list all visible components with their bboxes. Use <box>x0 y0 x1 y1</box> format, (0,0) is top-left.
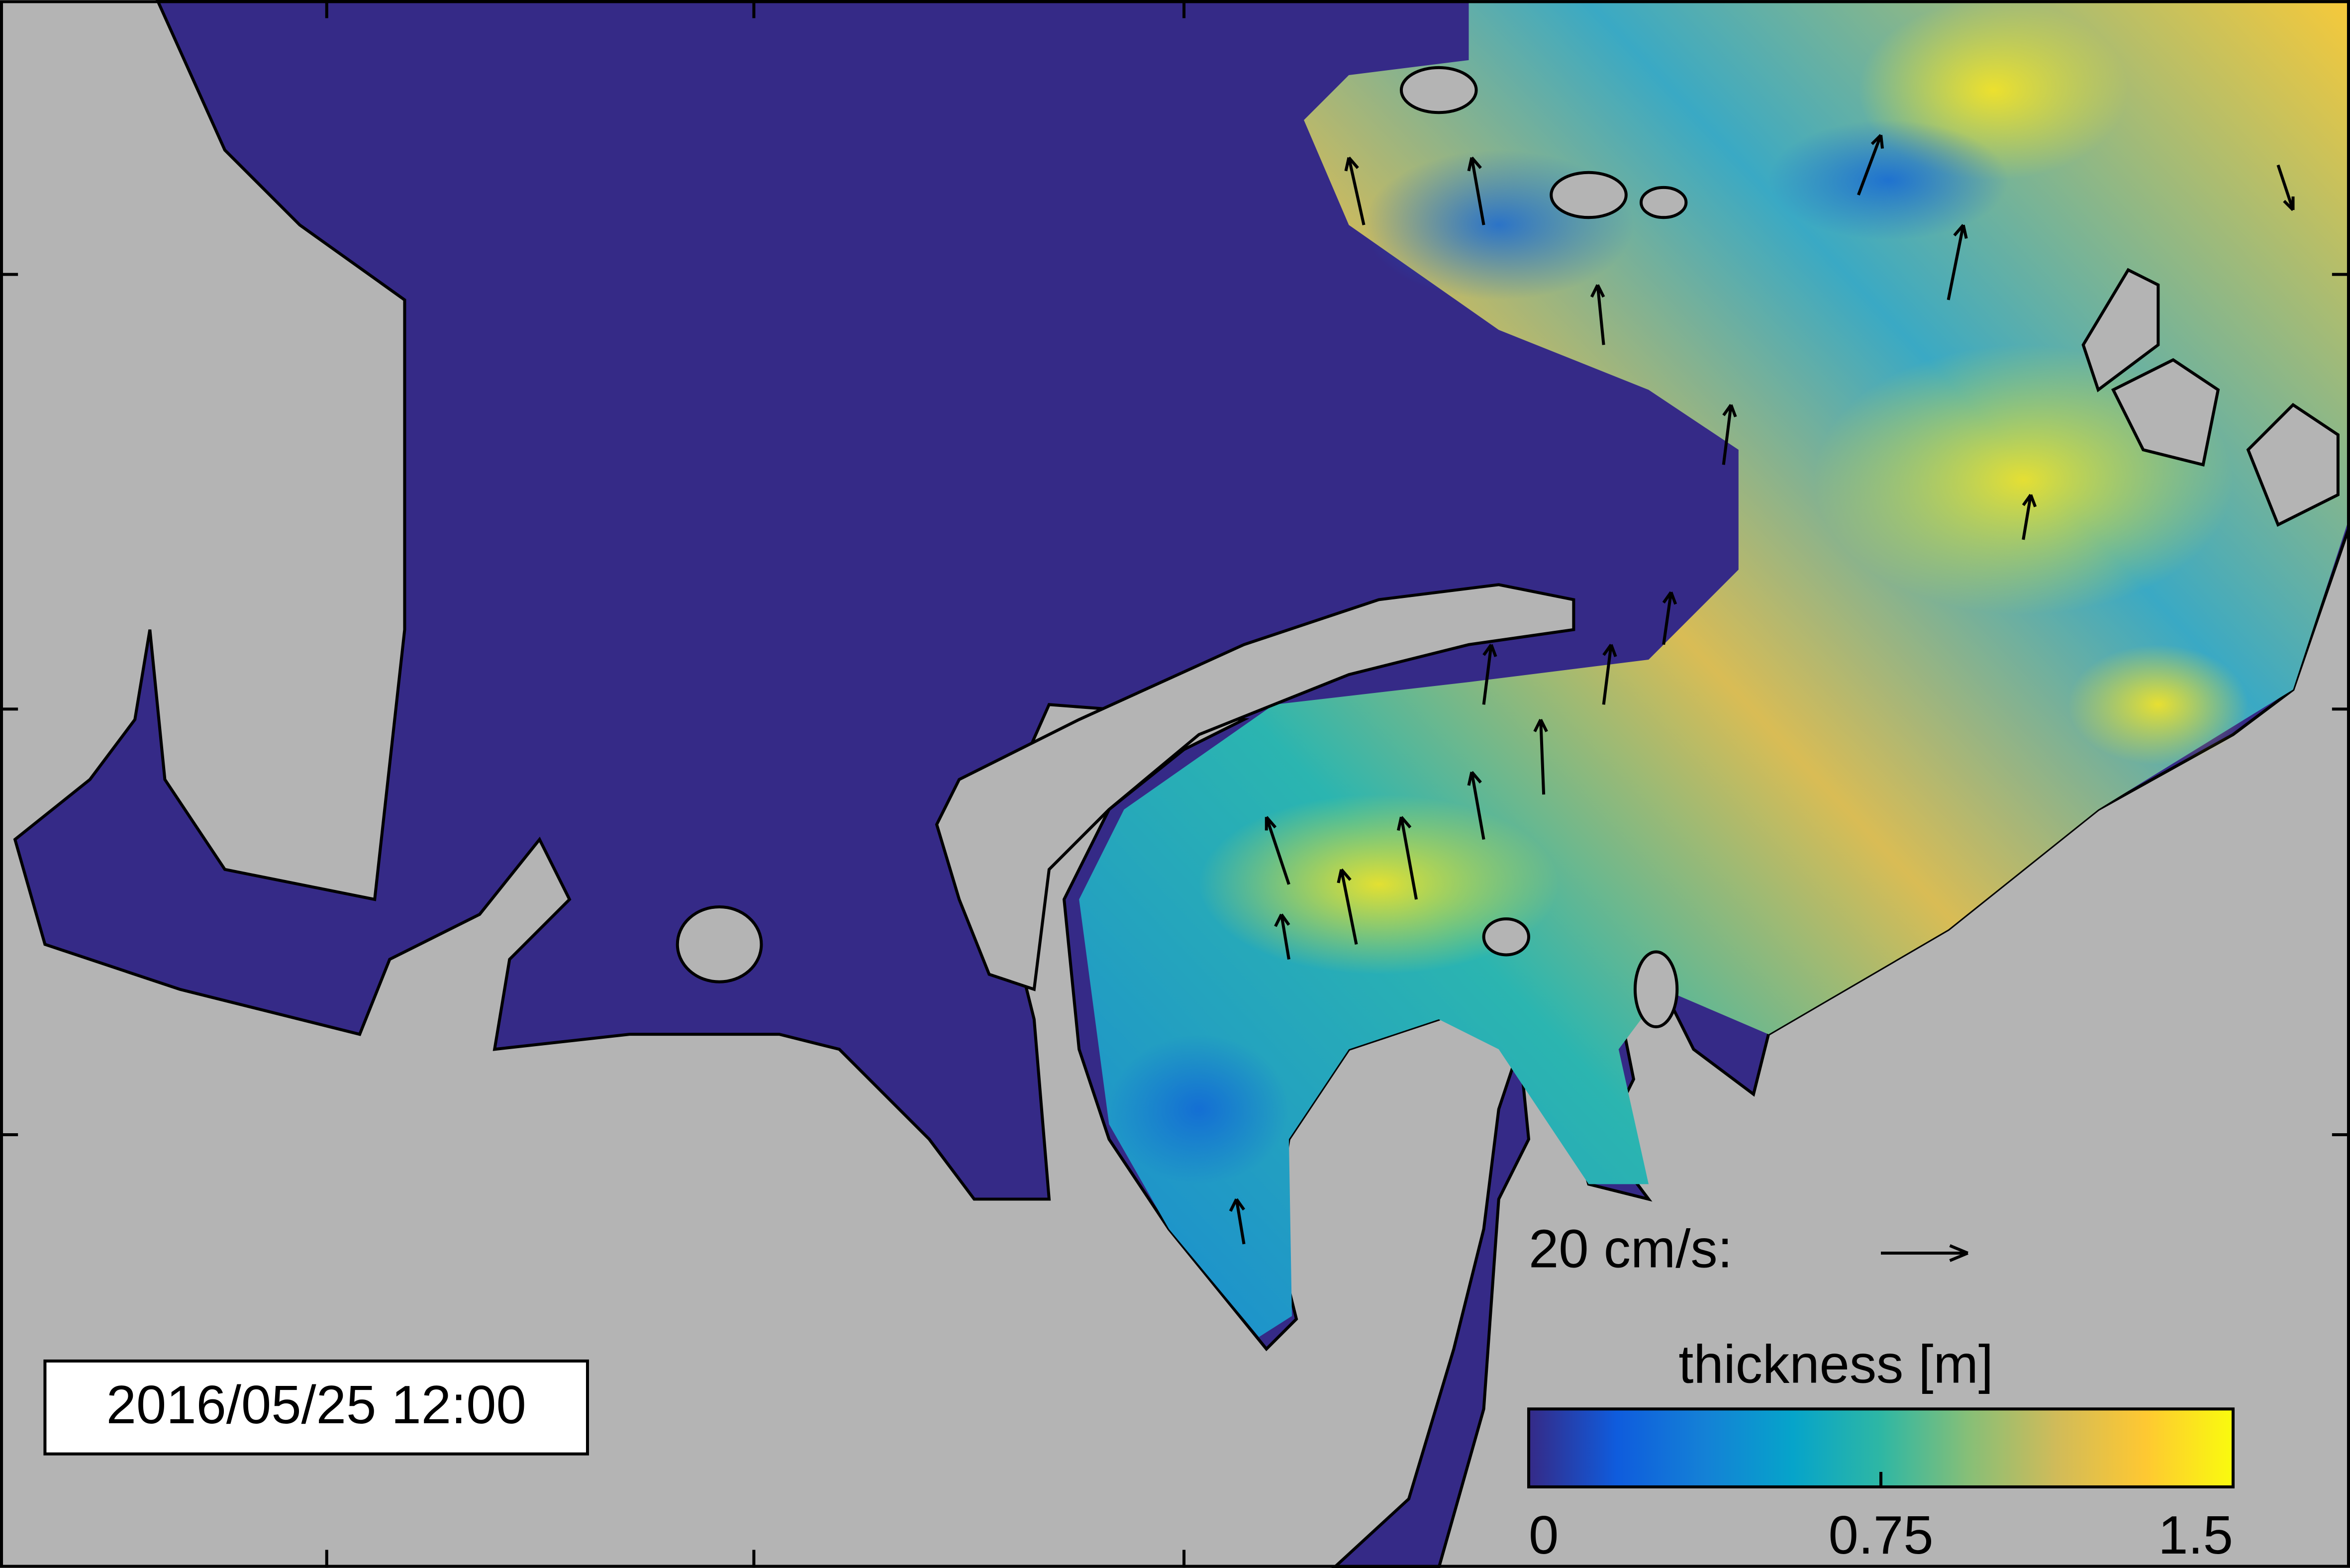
island <box>1399 66 1478 114</box>
peninsula <box>935 583 1575 991</box>
arrow <box>1467 771 1485 840</box>
colorbar-tick-label: 0 <box>1529 1505 1559 1565</box>
arrow <box>1662 591 1677 645</box>
arrow <box>1229 1198 1246 1245</box>
island <box>676 905 763 983</box>
arrow <box>1337 868 1358 945</box>
colorbar-tick-label: 0.75 <box>1828 1505 1933 1565</box>
arrow <box>1344 156 1366 225</box>
arrow <box>1396 816 1418 900</box>
arrow <box>1722 404 1737 465</box>
arrow <box>1533 719 1548 795</box>
scale-arrow <box>1881 1244 1968 1262</box>
island <box>2246 402 2340 527</box>
timestamp-box <box>43 1359 589 1456</box>
sea-ice <box>1079 0 2347 1337</box>
island <box>1550 171 1628 219</box>
velocity-arrows <box>1229 134 2295 1245</box>
arrow <box>1467 156 1485 225</box>
arrow <box>1857 134 1884 196</box>
island <box>2111 358 2220 467</box>
arrow <box>2022 493 2037 540</box>
island <box>1633 950 1679 1029</box>
island <box>1639 186 1688 219</box>
arrow <box>1947 224 1968 300</box>
arrow <box>1265 816 1290 885</box>
scale-arrow-label: 20 cm/s: <box>1529 1219 1733 1279</box>
arrow <box>1602 644 1617 705</box>
timestamp: 2016/05/25 12:00 <box>106 1374 526 1435</box>
colorbar-ticks: 0 0.75 1.5 <box>1527 1471 2235 1565</box>
land-features <box>676 66 2340 1029</box>
island <box>1482 917 1531 957</box>
arrow <box>2276 164 2295 211</box>
island <box>2081 268 2160 392</box>
colorbar-tick-label: 1.5 <box>2158 1505 2233 1565</box>
arrow <box>1274 913 1290 960</box>
arrow <box>1590 284 1605 345</box>
colorbar-label: thickness [m] <box>1678 1334 1993 1394</box>
arrow <box>1482 644 1497 705</box>
